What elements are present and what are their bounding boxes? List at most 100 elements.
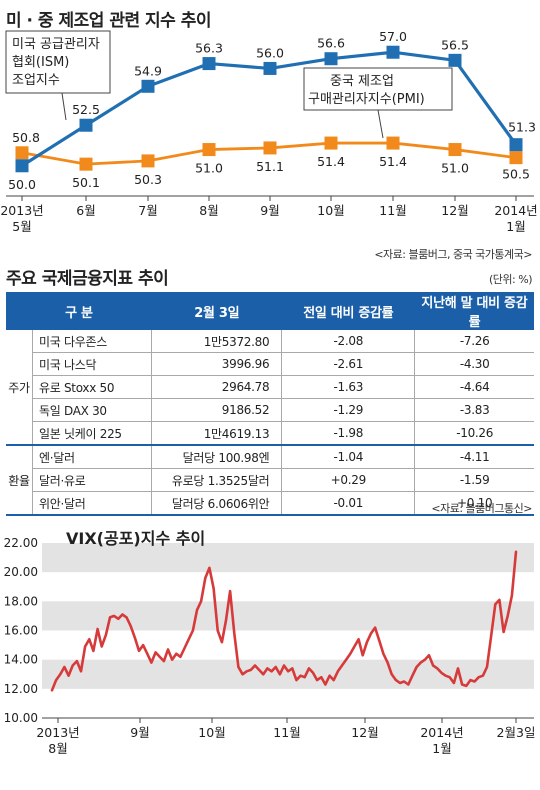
- daily-change: -2.61: [281, 352, 416, 376]
- header-category: 구 분: [6, 292, 152, 330]
- pmi-data-label: 51.0: [441, 161, 469, 176]
- indicator-value: 유로당 1.3525달러: [151, 468, 283, 492]
- ytd-change: -7.26: [414, 330, 534, 353]
- vix-series-line: [50, 550, 518, 692]
- pmi-legend-line1: 중국 제조업: [330, 74, 394, 89]
- vix-grid-band: [42, 659, 534, 689]
- ism-point: [509, 138, 523, 152]
- group-label: 주가: [6, 330, 33, 446]
- pmi-legend-line2: 구매관리자지수(PMI): [308, 92, 425, 107]
- ytd-change: +0.10: [414, 491, 534, 516]
- ism-point: [202, 57, 216, 71]
- financial-indicators-table: 구 분 2월 3일 전일 대비 증감률 지난해 말 대비 증감률 주가 미국 다우…: [6, 292, 534, 516]
- pmi-data-label: 50.3: [134, 172, 162, 187]
- chart1-x-tick-label: 11월: [379, 203, 406, 218]
- vix-y-tick-label: 12.00: [4, 682, 38, 696]
- pmi-data-label: 51.0: [195, 161, 223, 176]
- ism-point: [15, 159, 29, 173]
- vix-y-tick-label: 10.00: [4, 711, 38, 725]
- ytd-change: -4.64: [414, 375, 534, 399]
- ism-data-label: 56.0: [256, 45, 284, 60]
- daily-change: -0.01: [281, 491, 416, 516]
- ism-data-label: 56.3: [195, 41, 223, 56]
- pmi-data-label: 51.4: [317, 154, 345, 169]
- pmi-point: [202, 143, 216, 157]
- indicator-value: 1만5372.80: [151, 330, 283, 353]
- indicator-name: 미국 다우존스: [32, 330, 153, 353]
- vix-x-tick-label: 9월: [130, 725, 149, 740]
- vix-x-tick-label: 10월: [198, 725, 225, 740]
- ytd-change: -4.30: [414, 352, 534, 376]
- indicator-name: 위안·달러: [32, 491, 153, 516]
- chart1-x-tick-label: 10월: [317, 203, 344, 218]
- header-feb3: 2월 3일: [151, 292, 282, 330]
- chart1-x-tick-label: 7월: [138, 203, 157, 218]
- indicator-name: 미국 나스닥: [32, 352, 153, 376]
- pmi-point: [15, 146, 29, 160]
- indicator-value: 1만4619.13: [151, 421, 283, 446]
- daily-change: +0.29: [281, 468, 416, 492]
- daily-change: -1.98: [281, 421, 416, 446]
- chart1-x-tick-label: 8월: [199, 203, 218, 218]
- indicator-value: 달러당 100.98엔: [151, 445, 283, 469]
- pmi-point: [448, 143, 462, 157]
- ism-legend-pointer: [61, 92, 67, 121]
- ism-point: [141, 79, 155, 93]
- vix-y-tick-label: 22.00: [4, 536, 38, 550]
- ism-point: [324, 52, 338, 66]
- table-row: 주가 미국 다우존스 1만5372.80 -2.08 -7.26: [6, 330, 534, 446]
- daily-change: -2.08: [281, 330, 416, 353]
- vix-y-tick-label: 16.00: [4, 624, 38, 638]
- ytd-change: -3.83: [414, 398, 534, 422]
- ism-data-label: 56.5: [441, 37, 469, 52]
- vix-title: VIX(공포)지수 추이: [66, 529, 205, 548]
- header-ytd-change: 지난해 말 대비 증감률: [414, 292, 534, 330]
- vix-y-tick-label: 20.00: [4, 565, 38, 579]
- chart1-x-tick-label: 2013년: [0, 203, 43, 218]
- ism-data-label: 57.0: [379, 29, 407, 44]
- header-daily-change: 전일 대비 증감률: [281, 292, 415, 330]
- vix-x-tick-label: 11월: [273, 725, 300, 740]
- daily-change: -1.63: [281, 375, 416, 399]
- ism-legend-line2: 협회(ISM): [12, 55, 69, 70]
- pmi-legend-pointer: [377, 109, 384, 139]
- pmi-data-label: 50.8: [12, 130, 40, 145]
- ism-legend-line1: 미국 공급관리자: [12, 37, 100, 52]
- pmi-data-label: 50.5: [502, 167, 530, 182]
- pmi-data-label: 51.4: [379, 154, 407, 169]
- chart1-x-tick-label: 12월: [441, 203, 468, 218]
- vix-x-tick-label: 1월: [432, 741, 451, 756]
- pmi-point: [263, 141, 277, 155]
- ism-legend-box: [5, 30, 111, 94]
- indicator-name: 일본 닛케이 225: [32, 421, 153, 446]
- table-row: 달러·유로 유로당 1.3525달러 +0.29 -1.59: [6, 468, 534, 492]
- indicator-name: 엔·달러: [32, 445, 153, 469]
- ism-data-label: 52.5: [72, 102, 100, 117]
- ism-data-label: 51.3: [508, 120, 536, 135]
- table-row: 미국 나스닥 3996.96 -2.61 -4.30: [6, 352, 534, 376]
- table-unit: (단위: %): [489, 273, 532, 286]
- indicator-value: 3996.96: [151, 352, 283, 376]
- ytd-change: -4.11: [414, 445, 534, 469]
- manufacturing-index-chart: 50.0 52.5 54.9 56.3 56.0 56.6 57.0 56.5 51.3 50.8…: [0, 29, 537, 234]
- indicator-name: 유로 Stoxx 50: [32, 375, 153, 399]
- chart1-title: 미 · 중 제조업 관련 지수 추이: [6, 11, 212, 31]
- chart1-source: <자료: 블룸버그, 중국 국가통계국>: [374, 248, 532, 261]
- table-header-row: 구 분 2월 3일 전일 대비 증감률 지난해 말 대비 증감률: [6, 292, 534, 330]
- vix-x-tick-label: 2013년: [36, 725, 79, 740]
- table-row: 환율 엔·달러 달러당 100.98엔 -1.04 -4.11: [6, 445, 534, 516]
- indicator-value: 9186.52: [151, 398, 283, 422]
- table-row: 독일 DAX 30 9186.52 -1.29 -3.83: [6, 398, 534, 422]
- table-row: 일본 닛케이 225 1만4619.13 -1.98 -10.26: [6, 421, 534, 446]
- table-source: <자료: 블룸버그통신>: [431, 502, 532, 515]
- indicator-value: 2964.78: [151, 375, 283, 399]
- vix-y-tick-label: 14.00: [4, 653, 38, 667]
- table-row: 위안·달러 달러당 6.0606위안 -0.01 +0.10: [6, 491, 534, 516]
- vix-x-tick-label: 12월: [351, 725, 378, 740]
- daily-change: -1.29: [281, 398, 416, 422]
- ism-point: [79, 118, 93, 132]
- chart1-x-tick-label: 2014년: [494, 203, 537, 218]
- chart1-x-tick-label: 6월: [76, 203, 95, 218]
- pmi-data-label: 51.1: [256, 159, 284, 174]
- ism-legend-line3: 조업지수: [12, 73, 60, 88]
